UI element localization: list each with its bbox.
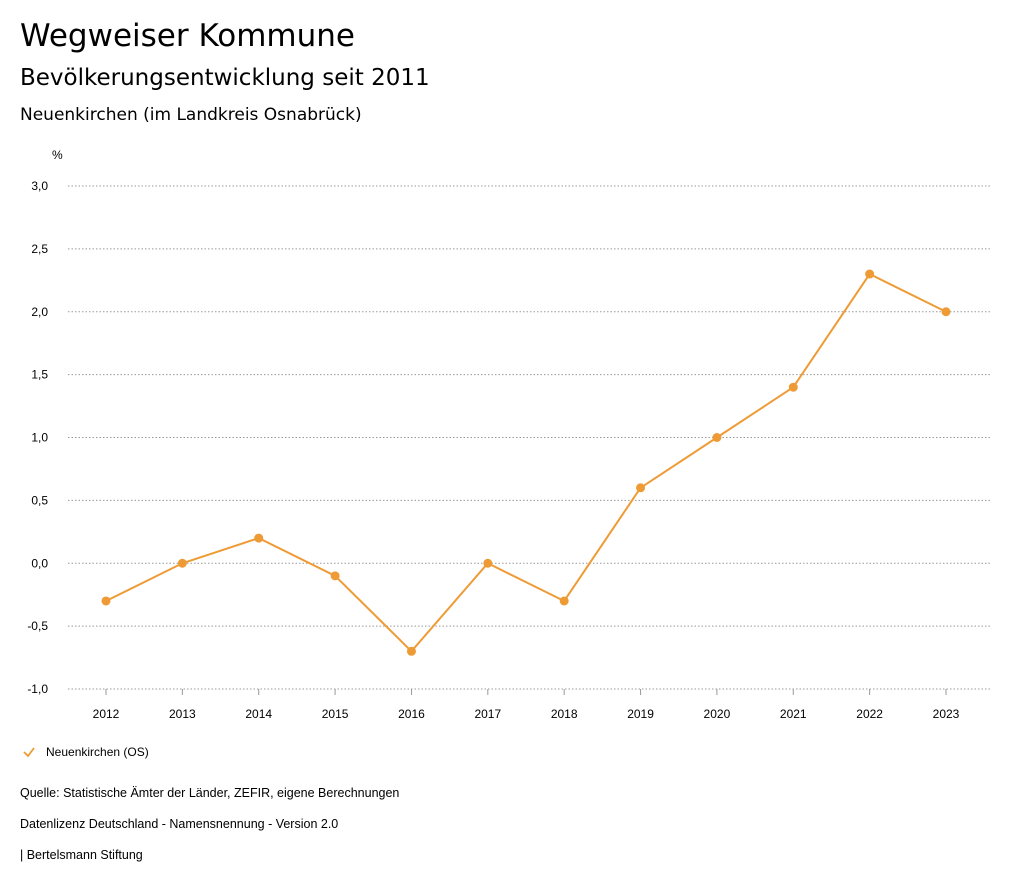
data-point xyxy=(177,558,187,568)
y-tick-label: 0,5 xyxy=(31,493,48,507)
data-point xyxy=(254,533,264,543)
y-tick-label: -0,5 xyxy=(27,619,48,633)
chart-subtitle: Bevölkerungsentwicklung seit 2011 xyxy=(20,65,430,91)
data-point xyxy=(636,483,646,493)
line-chart: % 3,0 2,5 2,0 1,5 1,0 0,5 0,0 -0,5 -1,0 2012 2013 20… xyxy=(27,148,990,721)
x-tick-label: 2022 xyxy=(856,707,883,721)
data-point xyxy=(712,433,722,442)
license-note: Datenlizenz Deutschland - Namensnennung … xyxy=(20,817,339,831)
x-tick-label: 2017 xyxy=(474,707,501,721)
y-tick-label: 2,0 xyxy=(31,305,48,319)
y-tick-label: -1,0 xyxy=(27,682,48,696)
data-point xyxy=(788,382,798,392)
data-point xyxy=(941,307,951,317)
x-tick-label: 2015 xyxy=(322,707,349,721)
data-point xyxy=(406,646,416,656)
data-point xyxy=(330,571,340,581)
source-note: Quelle: Statistische Ämter der Länder, Z… xyxy=(20,786,400,800)
x-tick-label: 2018 xyxy=(551,707,578,721)
y-tick-label: 3,0 xyxy=(31,179,48,193)
x-tick-label: 2012 xyxy=(93,707,120,721)
y-tick-label: 1,0 xyxy=(31,431,48,445)
x-tick-label: 2020 xyxy=(704,707,731,721)
x-tick-label: 2021 xyxy=(780,707,807,721)
y-tick-label: 0,0 xyxy=(31,556,48,570)
page-title: Wegweiser Kommune xyxy=(20,18,355,54)
data-point xyxy=(483,558,493,568)
y-tick-label: 1,5 xyxy=(31,368,48,382)
legend-item[interactable]: Neuenkirchen (OS) xyxy=(22,745,149,759)
credit-note: | Bertelsmann Stiftung xyxy=(20,848,143,862)
data-point xyxy=(559,596,569,606)
x-tick-label: 2023 xyxy=(933,707,960,721)
data-point xyxy=(865,269,875,279)
y-axis-label: % xyxy=(52,148,63,162)
series-line xyxy=(105,272,947,653)
check-icon xyxy=(23,747,35,758)
legend-label: Neuenkirchen (OS) xyxy=(46,745,149,759)
y-tick-label: 2,5 xyxy=(31,242,48,256)
region-label: Neuenkirchen (im Landkreis Osnabrück) xyxy=(20,105,362,125)
x-tick-label: 2019 xyxy=(627,707,654,721)
x-tick-label: 2013 xyxy=(169,707,196,721)
data-point xyxy=(101,596,111,606)
x-tick-label: 2014 xyxy=(245,707,272,721)
x-tick-label: 2016 xyxy=(398,707,425,721)
